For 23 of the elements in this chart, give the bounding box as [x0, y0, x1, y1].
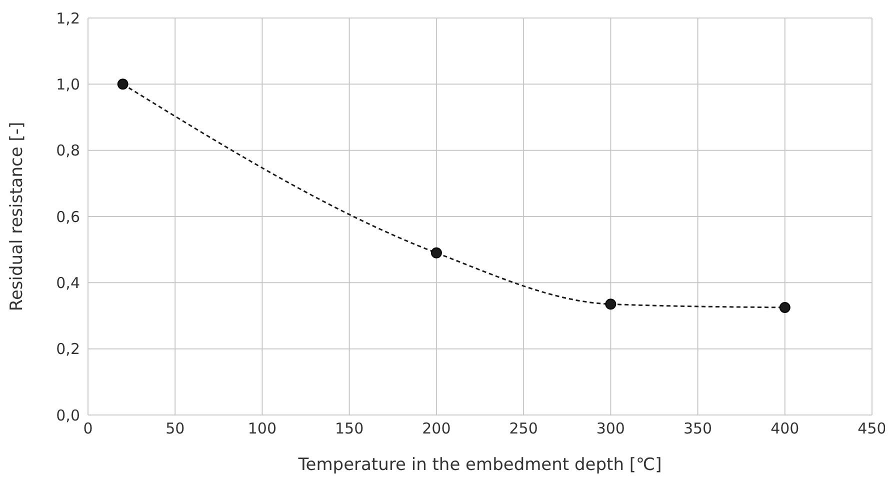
x-tick-label: 250 — [509, 420, 538, 438]
x-tick-label: 50 — [166, 420, 185, 438]
y-tick-label: 0,6 — [56, 208, 80, 226]
x-tick-label: 300 — [596, 420, 625, 438]
x-tick-label: 150 — [335, 420, 364, 438]
y-tick-label: 0,8 — [56, 142, 80, 160]
x-tick-label: 200 — [422, 420, 451, 438]
y-tick-label: 1,0 — [56, 75, 80, 94]
y-tick-label: 0,4 — [56, 274, 80, 292]
y-tick-label: 0,0 — [56, 406, 80, 424]
x-tick-label: 350 — [683, 420, 712, 438]
x-axis-title: Temperature in the embedment depth [℃] — [297, 455, 662, 475]
x-tick-label: 100 — [248, 420, 277, 438]
y-tick-label: 0,2 — [56, 340, 80, 358]
x-tick-label: 0 — [83, 420, 93, 438]
y-axis-title: Residual resistance [-] — [7, 122, 28, 312]
point — [779, 302, 790, 313]
point — [605, 298, 616, 310]
y-tick-label: 1,2 — [56, 9, 80, 28]
x-tick-label: 450 — [858, 420, 886, 438]
x-tick-label: 400 — [770, 420, 800, 438]
point — [430, 247, 442, 258]
point — [117, 78, 128, 90]
